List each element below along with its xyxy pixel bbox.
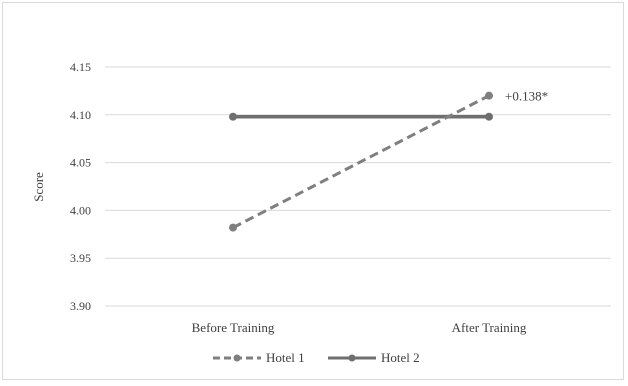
x-axis-ticks: Before Training After Training — [192, 320, 527, 335]
legend: Hotel 1 Hotel 2 — [213, 350, 420, 365]
annotations: +0.138* — [505, 89, 548, 104]
y-tick-label: 3.90 — [70, 299, 91, 313]
series — [229, 91, 493, 232]
series-hotel-1 — [229, 91, 493, 232]
legend-label: Hotel 2 — [381, 350, 420, 365]
chart-area: 3.90 3.95 4.00 4.05 4.10 4.15 Before Training… — [2, 2, 624, 380]
y-tick-label: 4.15 — [70, 60, 91, 74]
data-point — [485, 91, 493, 100]
data-point — [229, 112, 237, 121]
series-hotel-2 — [229, 112, 493, 121]
data-point — [485, 112, 493, 121]
gridlines — [105, 66, 611, 307]
data-point — [229, 223, 237, 232]
y-tick-label: 4.00 — [70, 203, 91, 217]
x-tick-label: Before Training — [192, 320, 275, 335]
legend-swatch-marker — [348, 354, 356, 362]
series-line — [232, 94, 490, 229]
legend-item: Hotel 1 — [213, 350, 305, 365]
line-chart: 3.90 3.95 4.00 4.05 4.10 4.15 Before Training… — [31, 60, 611, 365]
legend-swatch-marker — [233, 354, 241, 362]
legend-label: Hotel 1 — [266, 350, 305, 365]
legend-item: Hotel 2 — [328, 350, 420, 365]
data-annotation: +0.138* — [505, 89, 548, 104]
y-tick-label: 4.10 — [70, 108, 91, 122]
y-tick-label: 4.05 — [70, 156, 91, 170]
x-tick-label: After Training — [452, 320, 527, 335]
y-tick-label: 3.95 — [70, 251, 91, 265]
y-axis-ticks: 3.90 3.95 4.00 4.05 4.10 4.15 — [70, 60, 91, 313]
y-axis-label: Score — [31, 172, 46, 202]
